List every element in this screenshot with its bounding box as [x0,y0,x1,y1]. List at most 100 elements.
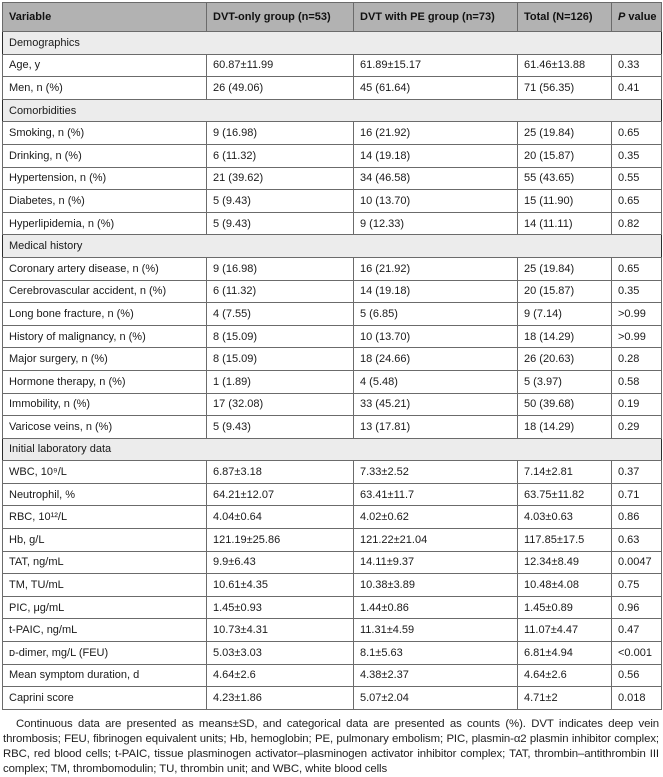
dvt-only-cell: 121.19±25.86 [206,528,354,552]
dvt-pe-cell: 34 (46.58) [353,166,518,191]
table-row: Immobility, n (%) 17 (32.08) 33 (45.21) 50 … [2,392,662,417]
dvt-only-cell: 4.23±1.86 [206,686,354,710]
col-header-variable: Variable [2,2,207,32]
total-cell: 11.07±4.47 [517,618,612,643]
p-value-cell: 0.86 [611,505,662,530]
header-row: Variable DVT-only group (n=53) DVT with … [2,2,662,32]
dvt-pe-cell: 10 (13.70) [353,324,518,349]
table-row: Cerebrovascular accident, n (%) 6 (11.32)… [2,279,662,304]
dvt-pe-cell: 9 (12.33) [353,211,518,236]
p-value-cell: 0.37 [611,460,662,484]
table-row: History of malignancy, n (%) 8 (15.09) 10 … [2,324,662,349]
dvt-only-cell: 9.9±6.43 [206,550,354,575]
variable-cell: Immobility, n (%) [2,392,207,417]
section-label: Medical history [2,234,662,258]
total-cell: 117.85±17.5 [517,528,612,552]
total-cell: 55 (43.65) [517,166,612,191]
dvt-pe-cell: 33 (45.21) [353,392,518,417]
dvt-pe-cell: 8.1±5.63 [353,641,518,665]
dvt-pe-cell: 1.44±0.86 [353,595,518,620]
section-row: Medical history [2,234,662,258]
total-cell: 4.03±0.63 [517,505,612,530]
total-cell: 61.46±13.88 [517,53,612,78]
dvt-only-cell: 10.73±4.31 [206,618,354,643]
dvt-pe-cell: 45 (61.64) [353,76,518,100]
dvt-only-cell: 9 (16.98) [206,121,354,145]
p-value-cell: 0.71 [611,482,662,507]
table-row: Drinking, n (%) 6 (11.32) 14 (19.18) 20 (15… [2,143,662,168]
dvt-only-cell: 4.64±2.6 [206,663,354,688]
variable-cell: Coronary artery disease, n (%) [2,256,207,281]
variable-cell: RBC, 10¹²/L [2,505,207,530]
col-header-total: Total (N=126) [517,2,612,32]
table-row: Hyperlipidemia, n (%) 5 (9.43) 9 (12.33) 14… [2,211,662,236]
dvt-pe-cell: 5 (6.85) [353,302,518,326]
variable-cell: TAT, ng/mL [2,550,207,575]
total-cell: 4.64±2.6 [517,663,612,688]
table-row: RBC, 10¹²/L 4.04±0.64 4.02±0.62 4.03±0.63 0.… [2,505,662,530]
dvt-pe-cell: 14 (19.18) [353,279,518,304]
dvt-only-cell: 8 (15.09) [206,324,354,349]
p-value-cell: 0.0047 [611,550,662,575]
table-row: Caprini score 4.23±1.86 5.07±2.04 4.71±2 0.0… [2,686,662,710]
dvt-pe-cell: 4.38±2.37 [353,663,518,688]
p-value-cell: 0.65 [611,121,662,145]
total-cell: 25 (19.84) [517,121,612,145]
p-value-italic-letter: P [618,11,626,23]
table-row: WBC, 10⁹/L 6.87±3.18 7.33±2.52 7.14±2.81 0.3… [2,460,662,484]
p-value-cell: >0.99 [611,324,662,349]
dvt-pe-cell: 4 (5.48) [353,369,518,394]
table-row: Hypertension, n (%) 21 (39.62) 34 (46.58) 5… [2,166,662,191]
p-value-cell: >0.99 [611,302,662,326]
p-value-cell: 0.28 [611,347,662,371]
p-value-cell: 0.33 [611,53,662,78]
table-row: TM, TU/mL 10.61±4.35 10.38±3.89 10.48±4.08 0… [2,573,662,597]
section-row: Initial laboratory data [2,437,662,462]
variable-cell: Hypertension, n (%) [2,166,207,191]
total-cell: 7.14±2.81 [517,460,612,484]
total-cell: 20 (15.87) [517,279,612,304]
total-cell: 5 (3.97) [517,369,612,394]
total-cell: 15 (11.90) [517,189,612,213]
p-value-cell: 0.35 [611,143,662,168]
p-value-cell: 0.018 [611,686,662,710]
dvt-only-cell: 5 (9.43) [206,211,354,236]
total-cell: 12.34±8.49 [517,550,612,575]
dvt-only-cell: 6.87±3.18 [206,460,354,484]
section-label: Demographics [2,31,662,55]
table-row: Age, y 60.87±11.99 61.89±15.17 61.46±13.88 0… [2,53,662,78]
variable-cell: Men, n (%) [2,76,207,100]
dvt-only-cell: 60.87±11.99 [206,53,354,78]
dvt-only-cell: 5.03±3.03 [206,641,354,665]
table-body: Demographics Age, y 60.87±11.99 61.89±15.17… [2,31,662,710]
table-row: Diabetes, n (%) 5 (9.43) 10 (13.70) 15 (11.… [2,189,662,213]
variable-cell: ᴅ-dimer, mg/L (FEU) [2,641,207,665]
total-cell: 14 (11.11) [517,211,612,236]
dvt-only-cell: 26 (49.06) [206,76,354,100]
col-header-dvt-only: DVT-only group (n=53) [206,2,354,32]
dvt-only-cell: 1.45±0.93 [206,595,354,620]
total-cell: 1.45±0.89 [517,595,612,620]
total-cell: 25 (19.84) [517,256,612,281]
dvt-only-cell: 64.21±12.07 [206,482,354,507]
total-cell: 26 (20.63) [517,347,612,371]
variable-cell: Hb, g/L [2,528,207,552]
section-label: Comorbidities [2,98,662,123]
table-row: TAT, ng/mL 9.9±6.43 14.11±9.37 12.34±8.49 0.… [2,550,662,575]
p-value-cell: 0.41 [611,76,662,100]
variable-cell: Mean symptom duration, d [2,663,207,688]
dvt-only-cell: 4.04±0.64 [206,505,354,530]
variable-cell: t-PAIC, ng/mL [2,618,207,643]
col-header-dvt-pe: DVT with PE group (n=73) [353,2,518,32]
variable-cell: Major surgery, n (%) [2,347,207,371]
variable-cell: Diabetes, n (%) [2,189,207,213]
table-row: ᴅ-dimer, mg/L (FEU) 5.03±3.03 8.1±5.63 6.81… [2,641,662,665]
total-cell: 20 (15.87) [517,143,612,168]
dvt-only-cell: 6 (11.32) [206,279,354,304]
dvt-pe-cell: 14 (19.18) [353,143,518,168]
total-cell: 71 (56.35) [517,76,612,100]
table-footnote: Continuous data are presented as means±S… [3,717,659,775]
variable-cell: PIC, μg/mL [2,595,207,620]
dvt-pe-cell: 18 (24.66) [353,347,518,371]
dvt-only-cell: 21 (39.62) [206,166,354,191]
